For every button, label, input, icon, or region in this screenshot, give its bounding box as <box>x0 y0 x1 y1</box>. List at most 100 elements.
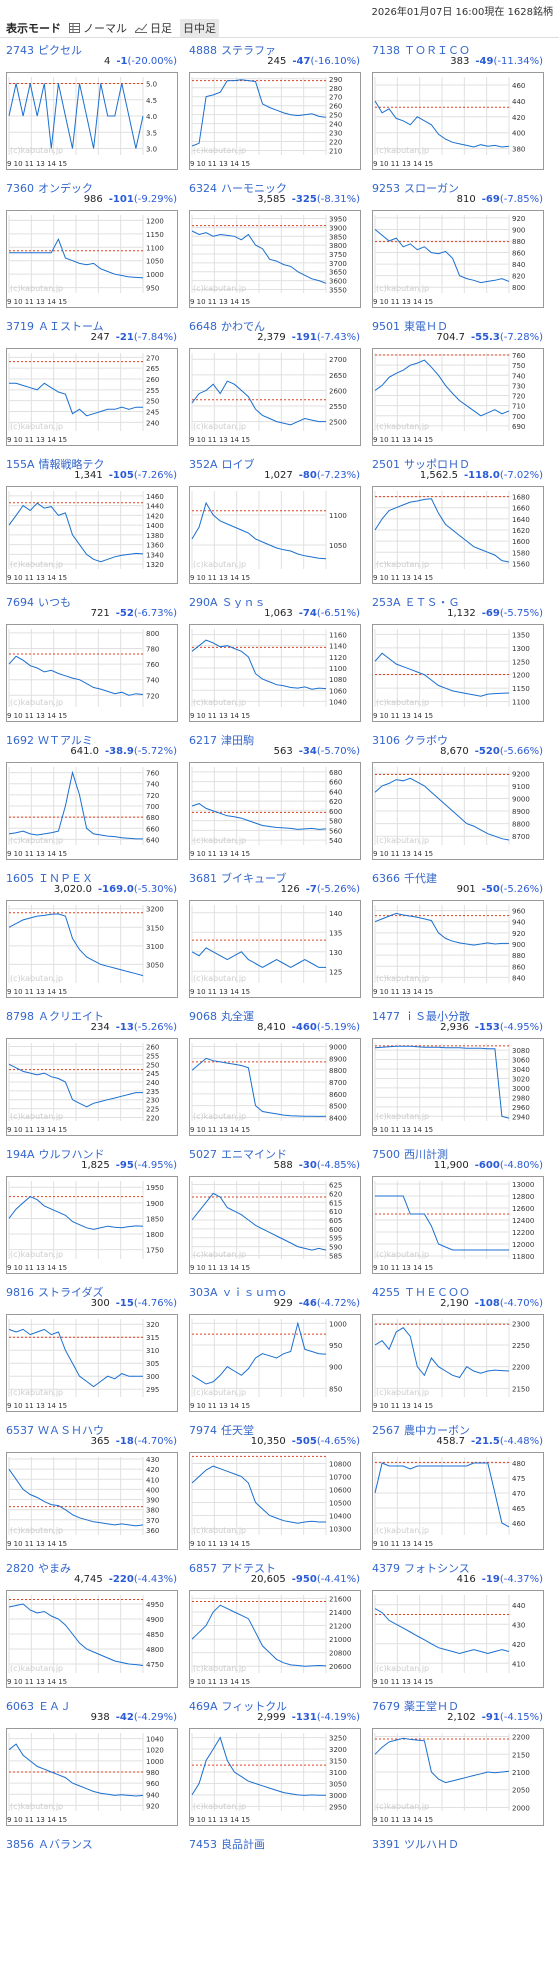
stock-code-link[interactable]: 9253 <box>372 182 400 194</box>
intraday-chart[interactable]: 5.0 4.5 4.0 3.5 3.0 (c)kabutan.jp 9 10 11 13 1… <box>6 72 178 170</box>
stock-name-link[interactable]: フォトシンス <box>404 1562 470 1574</box>
stock-name-link[interactable]: ＩＮＰＥＸ <box>38 872 93 884</box>
stock-code-link[interactable]: 7694 <box>6 596 34 608</box>
stock-code-link[interactable]: 4379 <box>372 1562 400 1574</box>
stock-code-link[interactable]: 290A <box>189 596 218 608</box>
intraday-chart[interactable]: 320 315 310 305 300 295 (c)kabutan.jp 9 10 11 1… <box>6 1314 178 1412</box>
stock-code-link[interactable]: 155A <box>6 458 35 470</box>
intraday-chart[interactable]: 430 420 410 400 390 380 370 360 (c)kabutan.jp 9 1… <box>6 1452 178 1550</box>
stock-code-link[interactable]: 9068 <box>189 1010 217 1022</box>
stock-code-link[interactable]: 2567 <box>372 1424 400 1436</box>
stock-name-link[interactable]: フィットクル <box>221 1700 287 1712</box>
stock-code-link[interactable]: 2820 <box>6 1562 34 1574</box>
stock-name-link[interactable]: 丸全運 <box>221 1010 254 1022</box>
stock-code-link[interactable]: 6537 <box>6 1424 34 1436</box>
stock-name-link[interactable]: ｖｉｓｕｍｏ <box>221 1286 288 1298</box>
intraday-chart[interactable]: 2300 2250 2200 2150 (c)kabutan.jp 9 10 11 13 … <box>372 1314 544 1412</box>
intraday-chart[interactable]: 21600 21400 21200 21000 20800 20600 (c)kabutan… <box>189 1590 361 1688</box>
stock-code-link[interactable]: 8798 <box>6 1010 34 1022</box>
stock-name-link[interactable]: かわでん <box>221 320 265 332</box>
stock-name-link[interactable]: ツルハＨＤ <box>404 1838 459 1850</box>
stock-name-link[interactable]: ＷＡＳＨハウ <box>38 1424 104 1436</box>
stock-code-link[interactable]: 5027 <box>189 1148 217 1160</box>
stock-name-link[interactable]: ピクセル <box>38 44 82 56</box>
intraday-chart[interactable]: 1200 1150 1100 1050 1000 950 (c)kabutan.jp 9 10… <box>6 210 178 308</box>
stock-name-link[interactable]: 任天堂 <box>221 1424 254 1436</box>
intraday-chart[interactable]: 1040 1020 1000 980 960 940 920 (c)kabutan.jp 9 1… <box>6 1728 178 1826</box>
intraday-chart[interactable]: 920 900 880 860 840 820 800 (c)kabutan.jp 9 10 1… <box>372 210 544 308</box>
intraday-chart[interactable]: 1350 1300 1250 1200 1150 1100 (c)kabutan.jp 9 1… <box>372 624 544 722</box>
mode-normal[interactable]: ノーマル <box>69 20 127 36</box>
stock-code-link[interactable]: 6366 <box>372 872 400 884</box>
intraday-chart[interactable]: 1000 950 900 850 (c)kabutan.jp 9 10 11 13 14 … <box>189 1314 361 1412</box>
stock-name-link[interactable]: アドテスト <box>221 1562 276 1574</box>
intraday-chart[interactable]: 4950 4900 4850 4800 4750 (c)kabutan.jp 9 10 11… <box>6 1590 178 1688</box>
stock-name-link[interactable]: ハーモニック <box>221 182 287 194</box>
intraday-chart[interactable]: 1160 1140 1120 1100 1080 1060 1040 (c)kabutan.j… <box>189 624 361 722</box>
intraday-chart[interactable]: 140 135 130 125 (c)kabutan.jp 9 10 11 13 14 1… <box>189 900 361 998</box>
stock-code-link[interactable]: 6648 <box>189 320 217 332</box>
intraday-chart[interactable]: 13000 12800 12600 12400 12200 12000 11800 (c)ka… <box>372 1176 544 1274</box>
stock-name-link[interactable]: スローガン <box>404 182 459 194</box>
stock-name-link[interactable]: Ｓｙｎｓ <box>221 596 266 608</box>
stock-code-link[interactable]: 4888 <box>189 44 217 56</box>
stock-name-link[interactable]: ステラファ <box>221 44 276 56</box>
stock-code-link[interactable]: 2501 <box>372 458 400 470</box>
stock-code-link[interactable]: 6063 <box>6 1700 34 1712</box>
intraday-chart[interactable]: 480 475 470 465 460 (c)kabutan.jp 9 10 11 13 1… <box>372 1452 544 1550</box>
stock-name-link[interactable]: ｉＳ最小分散 <box>404 1010 470 1022</box>
intraday-chart[interactable]: 3250 3200 3150 3100 3050 3000 2950 (c)kabutan.j… <box>189 1728 361 1826</box>
intraday-chart[interactable]: 3200 3150 3100 3050 (c)kabutan.jp 9 10 11 13 … <box>6 900 178 998</box>
stock-name-link[interactable]: ロイブ <box>221 458 255 470</box>
stock-code-link[interactable]: 6217 <box>189 734 217 746</box>
stock-name-link[interactable]: ブイキューブ <box>221 872 287 884</box>
stock-name-link[interactable]: 西川計測 <box>404 1148 448 1160</box>
intraday-chart[interactable]: 9200 9100 9000 8900 8800 8700 (c)kabutan.jp 9 1… <box>372 762 544 860</box>
intraday-chart[interactable]: 760 750 740 730 720 710 700 690 (c)kabutan.jp 9 1… <box>372 348 544 446</box>
stock-code-link[interactable]: 4255 <box>372 1286 400 1298</box>
intraday-chart[interactable]: 290 280 270 260 250 240 230 220 210 (c)kabutan.jp… <box>189 72 361 170</box>
stock-code-link[interactable]: 3856 <box>6 1838 34 1850</box>
intraday-chart[interactable]: 3080 3060 3040 3020 3000 2980 2960 2940 (c)kabut… <box>372 1038 544 1136</box>
stock-code-link[interactable]: 3719 <box>6 320 34 332</box>
stock-name-link[interactable]: エニマインド <box>221 1148 287 1160</box>
stock-code-link[interactable]: 1477 <box>372 1010 400 1022</box>
stock-name-link[interactable]: ＡＩストーム <box>38 320 104 332</box>
intraday-chart[interactable]: 960 940 920 900 880 860 840 (c)kabutan.jp 9 10 1… <box>372 900 544 998</box>
stock-code-link[interactable]: 7453 <box>189 1838 217 1850</box>
stock-name-link[interactable]: Ａクリエイト <box>38 1010 104 1022</box>
intraday-chart[interactable]: 260 255 250 245 240 235 230 225 220 (c)kabutan.jp… <box>6 1038 178 1136</box>
mode-intraday[interactable]: 日中足 <box>180 18 219 37</box>
stock-name-link[interactable]: いつも <box>38 596 71 608</box>
intraday-chart[interactable]: 760 740 720 700 680 660 640 (c)kabutan.jp 9 10 1… <box>6 762 178 860</box>
stock-code-link[interactable]: 3106 <box>372 734 400 746</box>
intraday-chart[interactable]: 440 430 420 410 (c)kabutan.jp 9 10 11 13 14 1… <box>372 1590 544 1688</box>
intraday-chart[interactable]: 460 440 420 400 380 (c)kabutan.jp 9 10 11 13 1… <box>372 72 544 170</box>
stock-name-link[interactable]: ＷＴアルミ <box>38 734 93 746</box>
intraday-chart[interactable]: 1950 1900 1850 1800 1750 (c)kabutan.jp 9 10 11… <box>6 1176 178 1274</box>
stock-code-link[interactable]: 9501 <box>372 320 400 332</box>
stock-code-link[interactable]: 7138 <box>372 44 400 56</box>
stock-name-link[interactable]: クラボウ <box>404 734 448 746</box>
stock-name-link[interactable]: 津田駒 <box>221 734 254 746</box>
stock-code-link[interactable]: 6324 <box>189 182 217 194</box>
stock-name-link[interactable]: サッポロＨＤ <box>404 458 470 470</box>
intraday-chart[interactable]: 800 780 760 740 720 (c)kabutan.jp 9 10 11 13 1… <box>6 624 178 722</box>
stock-code-link[interactable]: 253A <box>372 596 401 608</box>
stock-code-link[interactable]: 303A <box>189 1286 218 1298</box>
stock-code-link[interactable]: 3391 <box>372 1838 400 1850</box>
stock-code-link[interactable]: 7500 <box>372 1148 400 1160</box>
stock-code-link[interactable]: 9816 <box>6 1286 34 1298</box>
stock-code-link[interactable]: 1692 <box>6 734 34 746</box>
stock-code-link[interactable]: 194A <box>6 1148 35 1160</box>
stock-name-link[interactable]: ウルフハンド <box>38 1148 105 1160</box>
stock-name-link[interactable]: Ａバランス <box>38 1838 93 1850</box>
stock-code-link[interactable]: 469A <box>189 1700 218 1712</box>
stock-name-link[interactable]: オンデック <box>38 182 93 194</box>
intraday-chart[interactable]: 1460 1440 1420 1400 1380 1360 1340 1320 (c)kabut… <box>6 486 178 584</box>
mode-daily[interactable]: 日足 <box>135 20 172 36</box>
intraday-chart[interactable]: 9000 8900 8800 8700 8600 8500 8400 (c)kabutan.j… <box>189 1038 361 1136</box>
intraday-chart[interactable]: 2200 2150 2100 2050 2000 (c)kabutan.jp 9 10 11… <box>372 1728 544 1826</box>
stock-name-link[interactable]: 良品計画 <box>221 1838 265 1850</box>
stock-code-link[interactable]: 352A <box>189 458 218 470</box>
